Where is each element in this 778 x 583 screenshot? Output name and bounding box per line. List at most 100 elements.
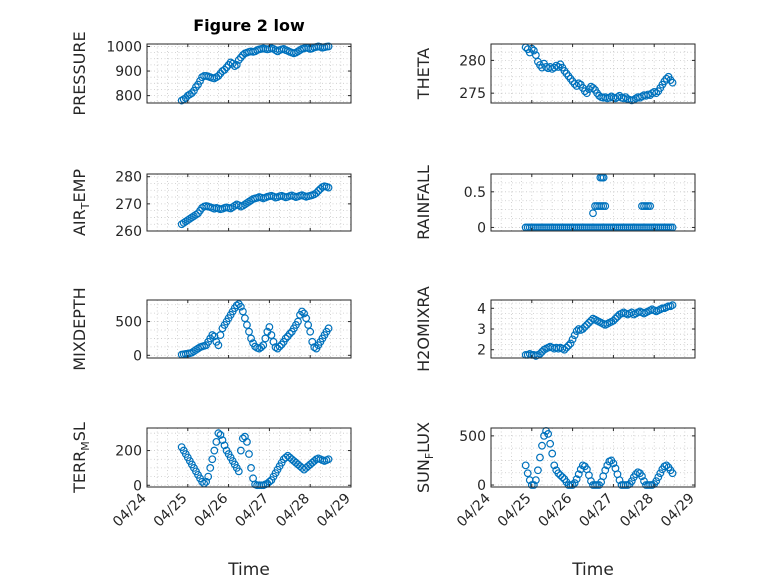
terrmsl-xtick-label: 04/25 [151, 491, 191, 531]
pressure-ytick-label: 900 [115, 64, 142, 80]
sunflux-point [546, 439, 555, 448]
sunflux-xlabel: Time [571, 560, 614, 580]
mixdepth-point [236, 302, 245, 311]
terrmsl-xtick-label: 04/24 [110, 490, 150, 530]
mixdepth-point [275, 342, 284, 351]
pressure-ytick-label: 800 [115, 89, 142, 105]
theta-point [550, 63, 559, 72]
terrmsl-point [324, 455, 333, 464]
mixdepth-axes [146, 299, 352, 359]
pressure-ytick-label: 1000 [106, 39, 142, 55]
h2omixra-point [570, 331, 579, 340]
sunflux-point [587, 477, 595, 486]
mixdepth-point [281, 334, 290, 343]
h2omixra-point [580, 323, 589, 331]
theta-point [574, 79, 583, 88]
theta-point [580, 87, 589, 96]
terrmsl-point [206, 464, 215, 472]
mixdepth-ytick-label: 0 [133, 348, 142, 364]
sunflux-point [548, 449, 557, 458]
theta-point [662, 74, 671, 83]
sunflux-ylabel: SUNFLUX [414, 422, 436, 493]
terrmsl-ylabel: TERRMSL [70, 422, 92, 494]
h2omixra-point [566, 339, 575, 348]
sunflux-point [540, 431, 548, 440]
theta-point [652, 89, 661, 98]
sunflux-point [640, 477, 648, 486]
terrmsl-point [243, 437, 251, 446]
h2omixra-point [568, 335, 577, 344]
sunflux-point [523, 469, 532, 478]
mixdepth-point [294, 317, 302, 326]
sunflux-xtick-label: 04/28 [617, 491, 657, 531]
terrmsl-point [198, 477, 206, 486]
h2omixra-point [578, 325, 587, 333]
mixdepth-point [247, 334, 255, 343]
terrmsl-point [208, 455, 217, 464]
pressure-point [238, 51, 247, 59]
terrmsl-point [241, 432, 249, 441]
pressure-point [324, 42, 333, 51]
subplot-h2omixra: 2 3 4 H2OMIXRA [414, 286, 696, 372]
terrmsl-point [218, 436, 227, 445]
h2omixra-point [536, 349, 544, 358]
airtemp-ytick-label: 280 [115, 170, 142, 186]
pressure-point [234, 56, 243, 64]
h2omixra-point [668, 301, 677, 310]
terrmsl-point [234, 467, 243, 476]
h2omixra-point [562, 343, 571, 352]
pressure-point [232, 60, 241, 69]
terrmsl-ytick-label: 200 [115, 444, 142, 460]
sunflux-point [531, 476, 540, 485]
h2omixra-ylabel: H2OMIXRA [414, 286, 433, 372]
pressure-axes [146, 43, 352, 104]
sunflux-xtick-label: 04/29 [658, 491, 698, 531]
pressure-ylabel: PRESSURE [70, 31, 89, 115]
theta-point [650, 87, 659, 96]
theta-point [589, 84, 597, 92]
sunflux-point [609, 459, 618, 468]
pressure-point [220, 65, 229, 74]
pressure-point [222, 63, 231, 72]
mixdepth-point [300, 309, 308, 318]
mixdepth-ylabel: MIXDEPTH [70, 287, 89, 370]
sunflux-point [601, 466, 610, 475]
sunflux-point [638, 472, 646, 481]
sunflux-point [550, 461, 559, 470]
pressure-point [236, 53, 245, 62]
sunflux-point [652, 477, 661, 486]
mixdepth-point [194, 344, 202, 353]
subplot-rainfall: 0 0.5 RAINFALL [414, 165, 696, 240]
terrmsl-point [202, 477, 211, 486]
sunflux-point [534, 466, 542, 475]
mixdepth-point [214, 341, 223, 350]
sunflux-point [656, 469, 665, 478]
pressure-point [192, 83, 200, 91]
theta-point [582, 89, 591, 98]
sunflux-point [568, 481, 577, 489]
mixdepth-point [310, 343, 319, 352]
terrmsl-point [214, 429, 223, 438]
terrmsl-point [220, 441, 229, 450]
mixdepth-point [243, 321, 251, 329]
mixdepth-point [285, 329, 294, 338]
terrmsl-xtick-label: 04/28 [273, 491, 313, 531]
h2omixra-ytick-label: 3 [477, 322, 486, 338]
airtemp-axes [146, 173, 352, 232]
terrmsl-point [216, 431, 225, 439]
mixdepth-point [306, 327, 315, 336]
terrmsl-xtick-label: 04/29 [314, 491, 354, 531]
h2omixra-point [582, 320, 591, 329]
sunflux-xtick-label: 04/24 [454, 490, 494, 530]
mixdepth-point [324, 324, 333, 333]
theta-ylabel: THETA [414, 48, 433, 100]
terrmsl-xtick-label: 04/27 [232, 491, 272, 531]
sunflux-point [536, 453, 544, 462]
sunflux-point [538, 441, 546, 450]
mixdepth-point [271, 343, 280, 352]
mixdepth-ytick-label: 500 [115, 315, 142, 331]
sunflux-ytick-label: 0 [477, 478, 486, 494]
terrmsl-ytick-label: 0 [133, 478, 142, 494]
subplot-airtemp: 260 270 280 AIRTEMP [70, 169, 352, 240]
mixdepth-point [259, 341, 268, 350]
